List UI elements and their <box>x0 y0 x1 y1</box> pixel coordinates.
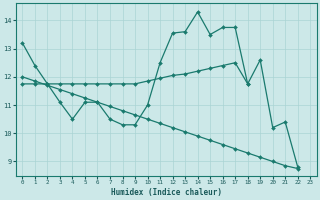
X-axis label: Humidex (Indice chaleur): Humidex (Indice chaleur) <box>111 188 222 197</box>
